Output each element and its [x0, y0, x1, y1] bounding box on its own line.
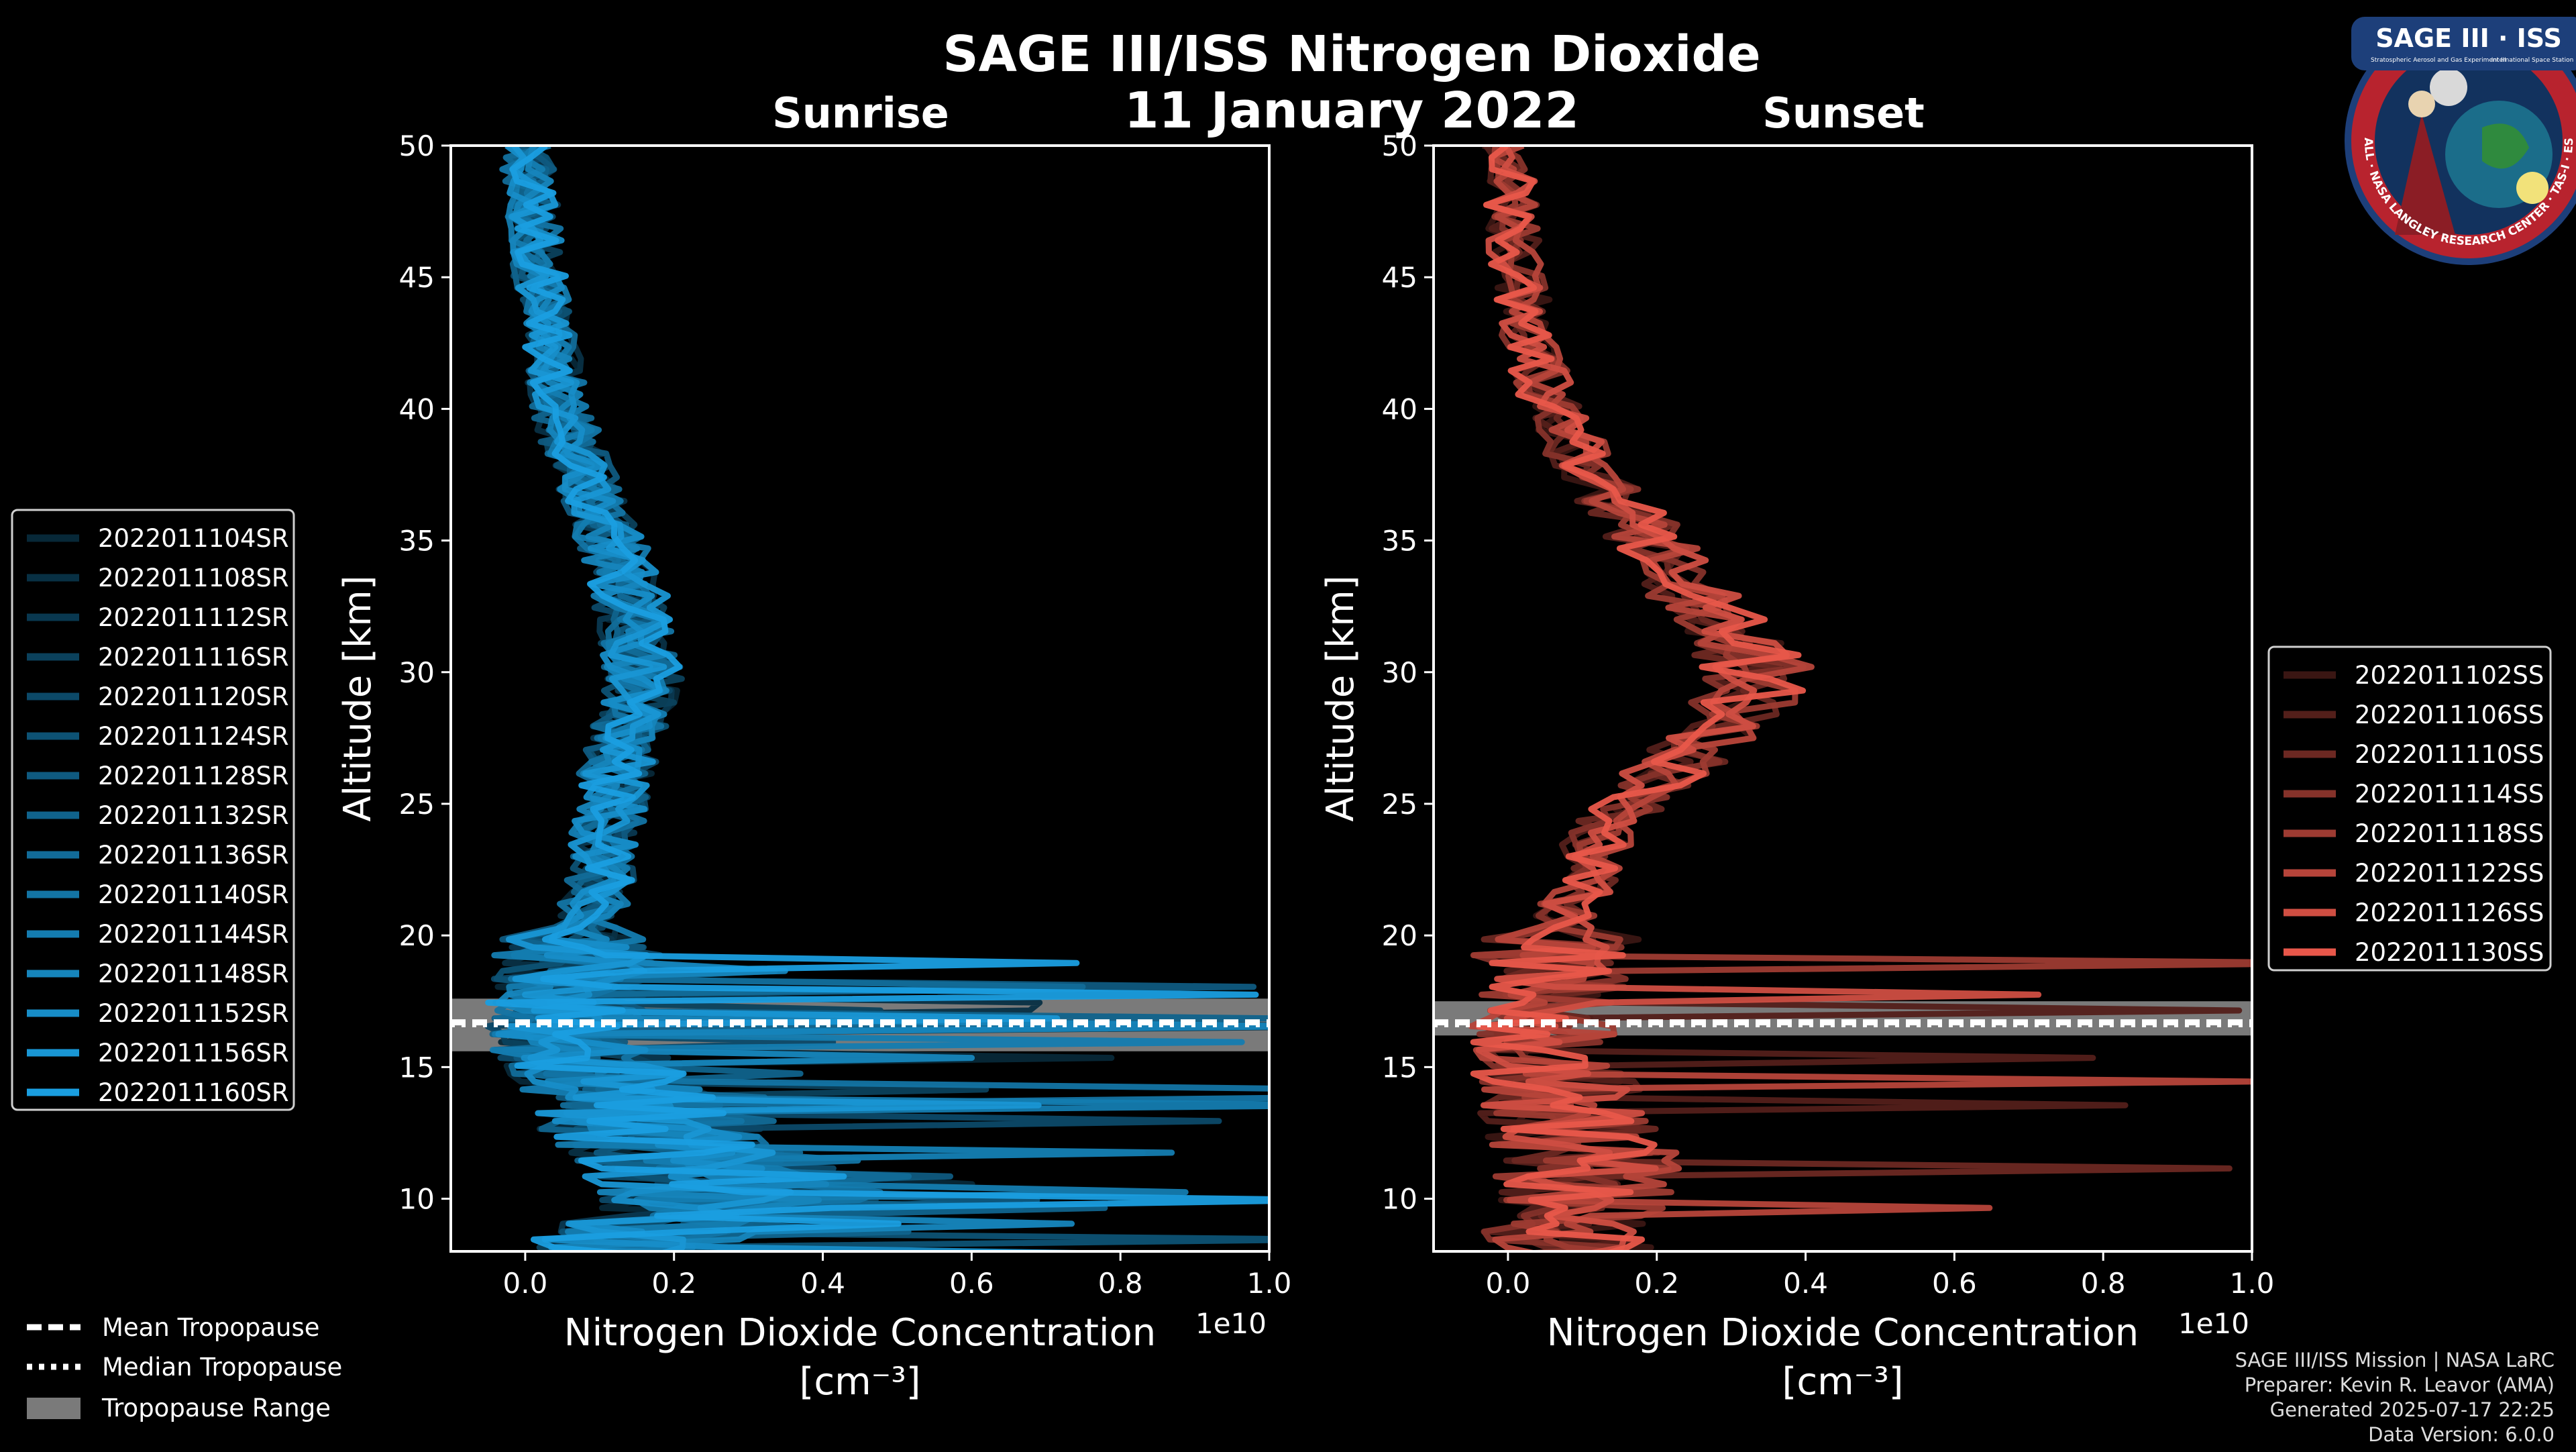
x-axis-unit: [cm⁻³]: [1782, 1360, 1903, 1404]
legend-label: 2022011152SR: [98, 999, 289, 1028]
legend-label: 2022011130SS: [2355, 938, 2544, 967]
logo-top-text: SAGE III · ISS: [2375, 23, 2562, 53]
y-axis-label: Altitude [km]: [336, 575, 380, 821]
sunrise-panel-title: Sunrise: [772, 89, 949, 138]
x-axis-label: Nitrogen Dioxide Concentration: [1547, 1311, 2139, 1355]
legend-label: 2022011136SR: [98, 841, 289, 870]
legend-label: 2022011132SR: [98, 801, 289, 830]
x-tick-label: 0.6: [949, 1267, 994, 1300]
legend-label: 2022011106SS: [2355, 701, 2544, 729]
legend-label: 2022011128SR: [98, 762, 289, 790]
x-tick-label: 0.2: [1634, 1267, 1679, 1300]
y-tick-label: 50: [399, 129, 435, 162]
legend-label: 2022011126SS: [2355, 898, 2544, 927]
legend-label: 2022011144SR: [98, 920, 289, 949]
sage-iii-iss-logo: SAGE III · ISS Stratospheric Aerosol and…: [2345, 17, 2576, 265]
footer-credits: SAGE III/ISS Mission | NASA LaRC Prepare…: [2235, 1349, 2555, 1446]
legend-frame: [11, 509, 295, 1111]
legend-label: 2022011110SS: [2355, 740, 2544, 769]
figure-title: SAGE III/ISS Nitrogen Dioxide: [943, 25, 1760, 83]
legend-label: 2022011122SS: [2355, 859, 2544, 888]
x-tick-label: 1.0: [2230, 1267, 2275, 1300]
legend-label: 2022011114SS: [2355, 780, 2544, 809]
y-tick-label: 40: [399, 393, 435, 425]
legend-label: 2022011160SR: [98, 1078, 289, 1107]
y-tick-label: 35: [399, 525, 435, 558]
x-tick-label: 0.2: [651, 1267, 696, 1300]
legend-label: 2022011104SR: [98, 524, 289, 553]
logo-subtitle-left: Stratospheric Aerosol and Gas Experiment…: [2371, 57, 2506, 64]
x-tick-label: 0.8: [2081, 1267, 2126, 1300]
plot-frame: [1432, 144, 2253, 1253]
x-tick-label: 0.0: [503, 1267, 548, 1300]
sunrise-panel: 0.0 0.2 0.4 0.6 0.8 1.0 10 15 20 25 30 35 40 45 50 1e10…: [336, 129, 1292, 1404]
legend-label: 2022011108SR: [98, 564, 289, 592]
y-tick-label: 35: [1382, 525, 1417, 558]
series-legend: 2022011104SR 2022011108SR 2022011112SR 2022…: [11, 509, 295, 1111]
legend-label: 2022011112SR: [98, 603, 289, 632]
footer-line-1: SAGE III/ISS Mission | NASA LaRC: [2235, 1349, 2555, 1371]
tropopause-legend: Mean Tropopause Median Tropopause Tropop…: [27, 1313, 342, 1422]
legend-label: 2022011140SR: [98, 880, 289, 909]
y-tick-label: 10: [1382, 1183, 1417, 1216]
x-multiplier: 1e10: [2178, 1307, 2249, 1340]
x-tick-label: 0.4: [800, 1267, 845, 1300]
y-tick-label: 45: [399, 261, 435, 294]
y-tick-label: 15: [1382, 1051, 1417, 1084]
x-multiplier: 1e10: [1195, 1307, 1267, 1340]
y-tick-label: 15: [399, 1051, 435, 1084]
profile-line-2022011130SS: [1470, 146, 1807, 1251]
x-axis-unit: [cm⁻³]: [799, 1360, 920, 1404]
sunset-panel: 0.0 0.2 0.4 0.6 0.8 1.0 10 15 20 25 30 35 40 45 50 1e10…: [1319, 129, 2275, 1404]
y-tick-label: 25: [399, 788, 435, 821]
profile-lines: [1468, 146, 2252, 1251]
y-tick-label: 25: [1382, 788, 1417, 821]
median-tropopause-label: Median Tropopause: [102, 1353, 342, 1382]
x-axis-label: Nitrogen Dioxide Concentration: [564, 1311, 1157, 1355]
x-tick-label: 0.4: [1783, 1267, 1828, 1300]
legend-label: 2022011124SR: [98, 722, 289, 751]
profile-lines: [484, 146, 1269, 1251]
y-tick-label: 20: [399, 919, 435, 952]
footer-line-3: Generated 2025-07-17 22:25: [2270, 1398, 2555, 1421]
footer-line-4: Data Version: 6.0.0: [2368, 1423, 2555, 1446]
footer-line-2: Preparer: Kevin R. Leavor (AMA): [2245, 1373, 2555, 1396]
y-tick-label: 30: [399, 656, 435, 689]
figure-date: 11 January 2022: [1124, 82, 1579, 140]
legend-label: 2022011102SS: [2355, 661, 2544, 690]
legend-label: 2022011148SR: [98, 960, 289, 988]
sunset-panel-title: Sunset: [1762, 89, 1925, 138]
x-tick-label: 0.8: [1098, 1267, 1143, 1300]
legend-label: 2022011120SR: [98, 682, 289, 711]
legend-frame: [2267, 645, 2552, 972]
y-tick-label: 50: [1382, 129, 1417, 162]
plot-area-0: [451, 146, 1269, 1251]
legend-label: 2022011156SR: [98, 1039, 289, 1068]
plot-frame: [449, 144, 1271, 1253]
x-tick-label: 0.6: [1932, 1267, 1977, 1300]
profile-line-2022011160SR: [485, 146, 1269, 1251]
series-legend: 2022011102SS 2022011106SS 2022011110SS 2022…: [2267, 645, 2552, 972]
y-axis-label: Altitude [km]: [1319, 575, 1362, 821]
y-tick-label: 45: [1382, 261, 1417, 294]
y-tick-label: 30: [1382, 656, 1417, 689]
legend-label: 2022011116SR: [98, 643, 289, 672]
y-tick-label: 20: [1382, 919, 1417, 952]
legend-label: 2022011118SS: [2355, 819, 2544, 848]
x-tick-label: 1.0: [1247, 1267, 1292, 1300]
plot-area-1: [1434, 146, 2252, 1251]
mean-tropopause-label: Mean Tropopause: [102, 1313, 320, 1342]
y-tick-label: 40: [1382, 393, 1417, 425]
tropopause-range-swatch: [27, 1398, 80, 1419]
y-tick-label: 10: [399, 1183, 435, 1216]
logo-subtitle-right: International Space Station: [2491, 57, 2574, 64]
tropopause-range-label: Tropopause Range: [101, 1394, 331, 1422]
x-tick-label: 0.0: [1486, 1267, 1531, 1300]
